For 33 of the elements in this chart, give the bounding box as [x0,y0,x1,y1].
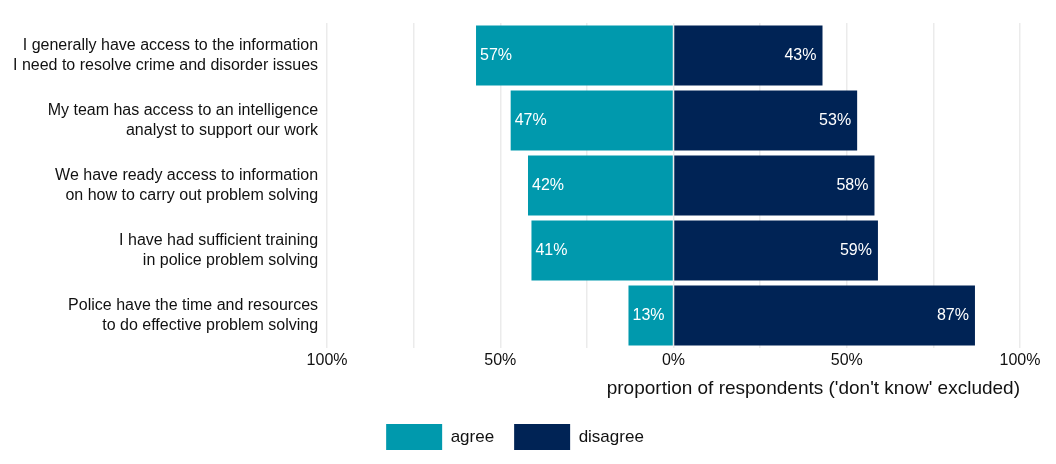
data-label: 13% [632,305,665,323]
data-label: 42% [532,175,565,193]
y-tick-label: I have had sufficient training in police problem solving [119,230,319,268]
x-tick-label: 100% [306,351,348,369]
x-tick-label: 0% [661,351,686,369]
y-tick-label: Police have the time and resources to do effective problem solving [68,295,319,333]
x-tick-label: 50% [484,351,517,369]
bar [628,285,673,346]
data-label: 57% [480,45,513,63]
data-label: 59% [839,240,872,258]
bar [528,155,673,216]
y-tick-label: We have ready access to information on how to carry out problem solving [55,165,319,203]
data-label: 41% [535,240,568,258]
bar [674,25,823,86]
y-tick-label: My team has access to an intelligence analyst to support our work [47,100,320,138]
bar [674,90,858,151]
bar [674,155,875,216]
bar [510,90,673,151]
legend-label: disagree [578,426,644,446]
bar [531,220,673,281]
legend-label: agree [450,426,495,446]
bar [674,285,975,346]
x-axis-title: proportion of respondents ('don't know' excluded) [606,376,1020,398]
x-tick-label: 100% [999,351,1041,369]
y-tick-label: I generally have access to the information I need to resolve crime and disorder issues [12,35,319,73]
x-tick-label: 50% [830,351,863,369]
bar [674,220,878,281]
data-label: 53% [819,110,852,128]
bar [476,25,673,86]
data-label: 87% [936,305,969,323]
data-label: 47% [514,110,547,128]
data-label: 43% [784,45,817,63]
data-label: 58% [836,175,869,193]
